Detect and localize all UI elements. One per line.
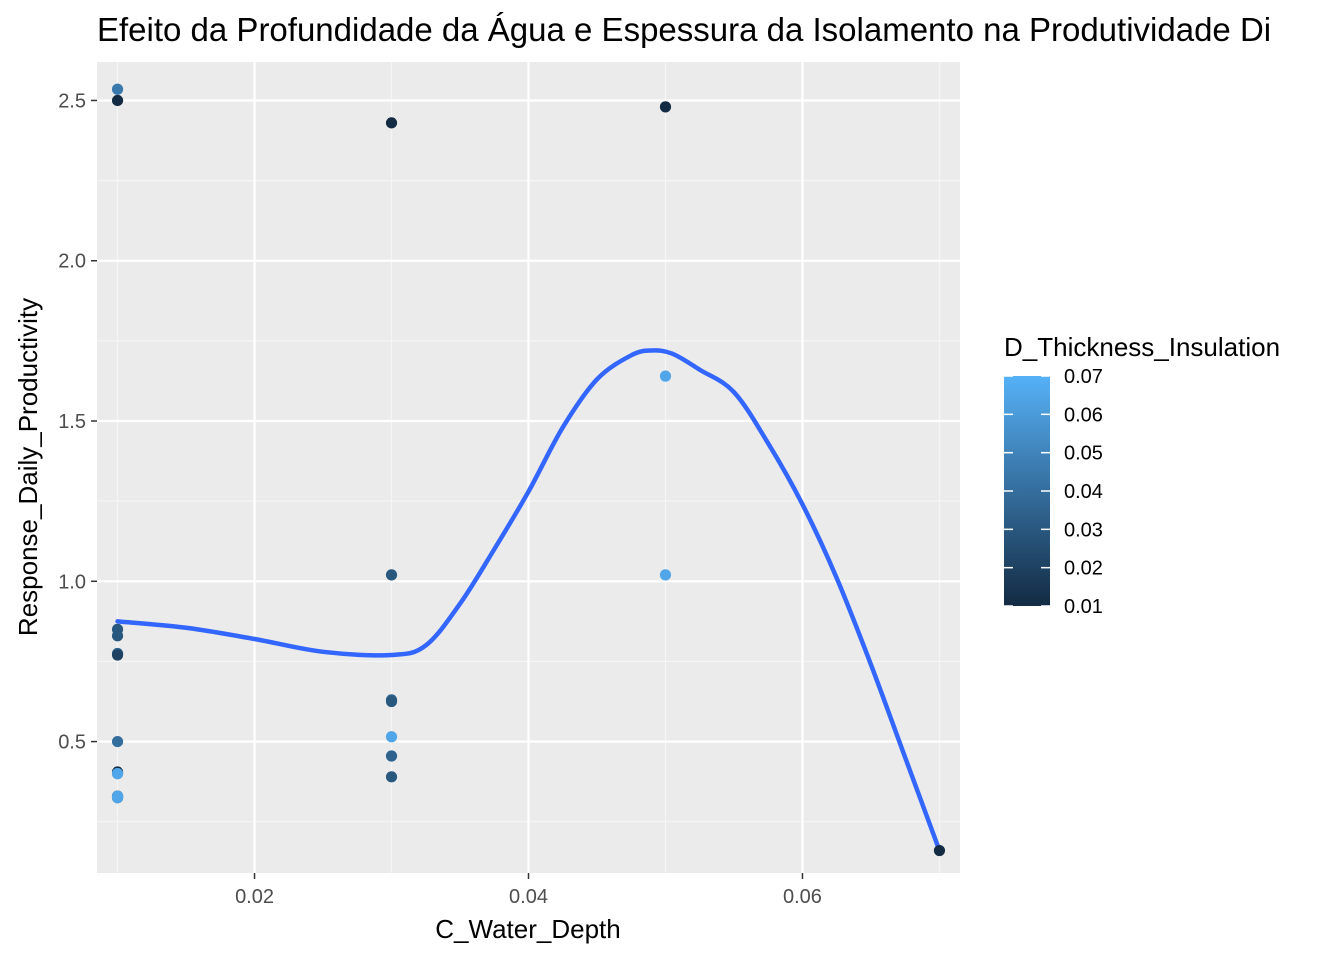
legend-label: 0.06 bbox=[1064, 404, 1103, 426]
smooth-layer bbox=[115, 348, 942, 853]
legend-label: 0.05 bbox=[1064, 443, 1103, 465]
legend-label: 0.01 bbox=[1064, 596, 1103, 618]
chart-title: Efeito da Profundidade da Água e Espessu… bbox=[97, 11, 1271, 48]
x-axis-title: C_Water_Depth bbox=[435, 914, 620, 944]
data-point bbox=[659, 370, 672, 382]
data-point bbox=[659, 101, 672, 113]
x-tick-label: 0.06 bbox=[783, 886, 822, 908]
legend-label: 0.04 bbox=[1064, 481, 1103, 503]
legend-label: 0.03 bbox=[1064, 519, 1103, 541]
data-point bbox=[111, 630, 124, 642]
data-point bbox=[385, 695, 398, 708]
data-point bbox=[385, 750, 398, 762]
data-point bbox=[385, 117, 398, 129]
y-tick-label: 2.5 bbox=[58, 90, 86, 112]
y-tick-label: 1.5 bbox=[58, 411, 86, 433]
data-point bbox=[385, 731, 398, 743]
data-point bbox=[111, 768, 124, 780]
legend-label: 0.07 bbox=[1064, 366, 1103, 388]
data-point bbox=[111, 735, 124, 748]
data-point bbox=[111, 83, 124, 95]
y-tick-label: 1.0 bbox=[58, 571, 86, 593]
x-axis: 0.02 0.04 0.06 bbox=[235, 873, 822, 908]
legend: D_Thickness_Insulation 0.070.060.050.040… bbox=[1004, 332, 1280, 618]
data-point bbox=[933, 844, 946, 857]
data-point bbox=[111, 649, 124, 661]
x-tick-label: 0.04 bbox=[509, 886, 548, 908]
data-point bbox=[385, 771, 398, 783]
x-tick-label: 0.02 bbox=[235, 886, 274, 908]
y-tick-label: 2.0 bbox=[58, 251, 86, 273]
points-layer bbox=[111, 83, 946, 857]
legend-label: 0.02 bbox=[1064, 558, 1103, 580]
smooth-line bbox=[115, 348, 942, 853]
data-point bbox=[111, 94, 124, 107]
y-axis: 0.5 1.0 1.5 2.0 2.5 bbox=[58, 90, 97, 754]
data-point bbox=[385, 569, 398, 581]
y-tick-label: 0.5 bbox=[58, 732, 86, 754]
y-axis-title: Response_Daily_Productivity bbox=[13, 298, 43, 636]
data-point bbox=[659, 569, 672, 581]
data-point bbox=[111, 792, 124, 804]
major-gridlines bbox=[97, 62, 960, 873]
legend-ticks: 0.07 0.06 0.05 0.04 0.03 0.02 0.01 bbox=[1004, 366, 1103, 618]
legend-title: D_Thickness_Insulation bbox=[1004, 332, 1280, 362]
